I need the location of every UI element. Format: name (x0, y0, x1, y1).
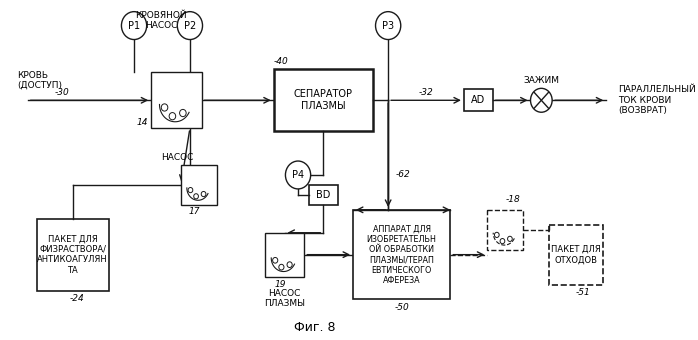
Text: -18: -18 (505, 195, 520, 204)
Text: P3: P3 (382, 21, 394, 31)
Text: P1: P1 (128, 21, 140, 31)
Circle shape (161, 104, 168, 111)
Text: P4: P4 (292, 170, 304, 180)
Text: КРОВЬ
(ДОСТУП): КРОВЬ (ДОСТУП) (17, 71, 62, 90)
Bar (487, 210, 524, 250)
Circle shape (177, 12, 202, 39)
Circle shape (285, 161, 311, 189)
Text: -51: -51 (575, 288, 590, 297)
Bar (274, 69, 373, 131)
Bar (37, 219, 109, 290)
Bar (151, 72, 202, 128)
Bar (309, 185, 338, 205)
Bar (464, 89, 493, 111)
Text: AD: AD (471, 95, 485, 105)
Circle shape (376, 12, 401, 39)
Text: Фиг. 8: Фиг. 8 (295, 321, 336, 334)
Bar (265, 233, 304, 276)
Text: ПАКЕТ ДЛЯ
ОТХОДОВ: ПАКЕТ ДЛЯ ОТХОДОВ (551, 245, 600, 265)
Text: 19: 19 (274, 280, 285, 289)
Circle shape (194, 194, 198, 199)
Bar (353, 210, 450, 300)
Text: -32: -32 (419, 88, 433, 97)
Circle shape (169, 113, 176, 120)
Circle shape (201, 191, 206, 197)
Circle shape (273, 257, 278, 263)
Text: ЗАЖИМ: ЗАЖИМ (524, 76, 559, 85)
Text: BD: BD (316, 190, 330, 200)
Text: P2: P2 (184, 21, 196, 31)
Circle shape (494, 232, 499, 237)
Circle shape (507, 236, 512, 241)
Circle shape (500, 239, 505, 244)
Text: -62: -62 (395, 170, 410, 180)
Text: СЕПАРАТОР
ПЛАЗМЫ: СЕПАРАТОР ПЛАЗМЫ (294, 89, 352, 111)
Text: -24: -24 (70, 294, 84, 303)
Circle shape (279, 264, 284, 270)
Text: КРОВЯНОЙ
НАСОС: КРОВЯНОЙ НАСОС (135, 11, 187, 30)
Circle shape (530, 88, 552, 112)
Bar (549, 225, 602, 285)
Bar (181, 165, 217, 205)
Text: НАСОС: НАСОС (161, 153, 193, 162)
Text: -30: -30 (54, 88, 69, 97)
Circle shape (188, 187, 193, 193)
Circle shape (287, 262, 292, 268)
Text: ПАКЕТ ДЛЯ
ФИЗРАСТВОРА/
АНТИКОАГУЛЯН
ТА: ПАКЕТ ДЛЯ ФИЗРАСТВОРА/ АНТИКОАГУЛЯН ТА (38, 235, 108, 275)
Circle shape (179, 109, 186, 117)
Text: 14: 14 (136, 118, 147, 127)
Text: НАСОС
ПЛАЗМЫ: НАСОС ПЛАЗМЫ (264, 289, 305, 308)
Text: ПАРАЛЛЕЛЬНЫЙ
ТОК КРОВИ
(ВОЗВРАТ): ПАРАЛЛЕЛЬНЫЙ ТОК КРОВИ (ВОЗВРАТ) (618, 85, 696, 115)
Text: 17: 17 (188, 207, 200, 216)
Circle shape (121, 12, 147, 39)
Text: -50: -50 (394, 303, 409, 312)
Text: АППАРАТ ДЛЯ
ИЗОБРЕТАТЕЛЬН
ОЙ ОБРАБОТКИ
ПЛАЗМЫ/ТЕРАП
ЕВТИЧЕСКОГО
АФЕРЕЗА: АППАРАТ ДЛЯ ИЗОБРЕТАТЕЛЬН ОЙ ОБРАБОТКИ П… (366, 224, 437, 285)
Text: -40: -40 (274, 57, 288, 66)
